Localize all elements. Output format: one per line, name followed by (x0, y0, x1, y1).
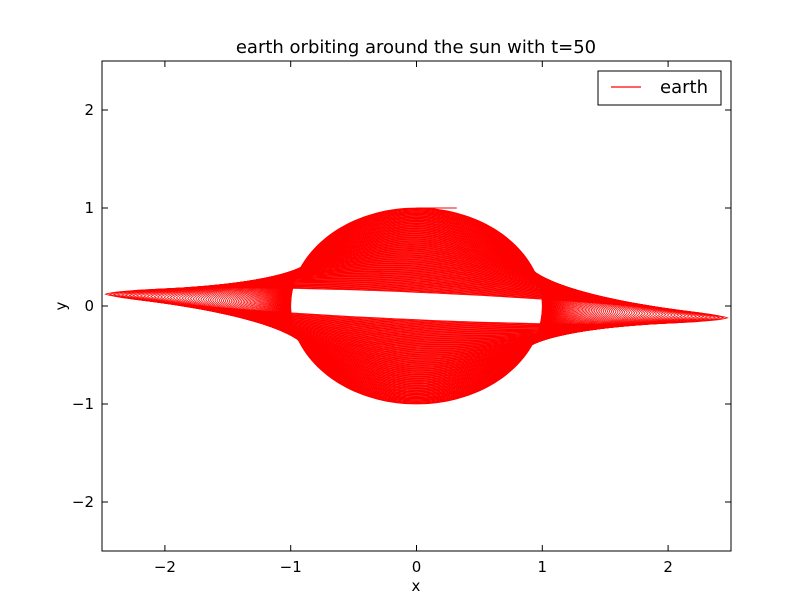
y-tick-label: 1 (84, 199, 94, 217)
legend-label: earth (660, 77, 708, 98)
chart-title: earth orbiting around the sun with t=50 (236, 37, 596, 58)
legend-box (597, 70, 722, 106)
x-axis-label: x (412, 577, 421, 595)
y-tick-label: 2 (84, 101, 94, 119)
x-tick-label: −1 (280, 558, 302, 576)
legend: earth (597, 70, 722, 106)
series-layer (104, 207, 729, 405)
x-tick-label: 0 (412, 558, 422, 576)
x-tick-label: 2 (663, 558, 673, 576)
y-tick-label: −1 (72, 395, 94, 413)
ticks-layer: −2 −1 0 1 2 −2 −1 0 1 2 (72, 61, 731, 576)
y-axis-label: y (52, 301, 70, 310)
earth-orbit-loop (104, 287, 729, 325)
y-tick-label: 0 (84, 297, 94, 315)
x-tick-label: −2 (154, 558, 176, 576)
y-tick-label: −2 (72, 493, 94, 511)
x-tick-label: 1 (538, 558, 548, 576)
